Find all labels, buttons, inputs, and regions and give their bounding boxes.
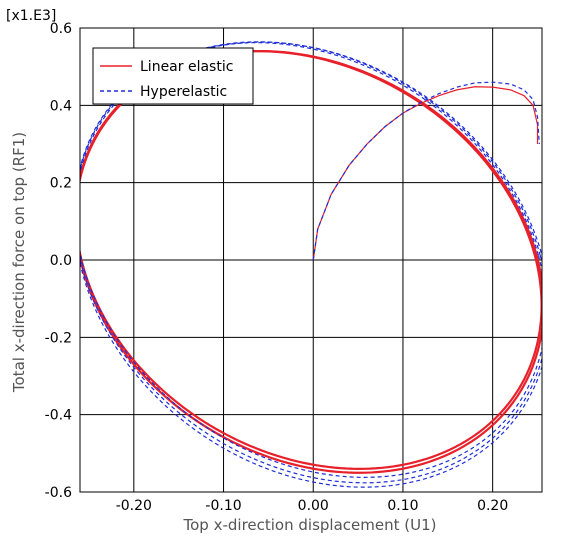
y-tick-label: 0.2 xyxy=(50,176,72,192)
y-tick-label: 0.6 xyxy=(50,21,72,37)
x-tick-label: 0.20 xyxy=(477,498,508,514)
legend-label-hyper: Hyperelastic xyxy=(140,84,227,100)
legend-box xyxy=(92,47,254,105)
y-tick-labels: 0.6 0.4 0.2 0.0 -0.2 -0.4 -0.6 xyxy=(45,21,72,501)
legend: Linear elastic Hyperelastic xyxy=(92,47,254,105)
y-tick-label: -0.4 xyxy=(45,408,72,424)
hysteresis-loop-hyperelastic xyxy=(80,42,542,478)
x-tick-label: -0.10 xyxy=(205,498,241,514)
y-tick-label: -0.2 xyxy=(45,330,72,346)
hysteresis-loop-hyperelastic xyxy=(80,41,542,488)
x-axis-label: Top x-direction displacement (U1) xyxy=(183,516,437,534)
plot-curves xyxy=(80,41,542,488)
x-tick-label: -0.20 xyxy=(116,498,152,514)
x-tick-label: 0.10 xyxy=(387,498,418,514)
y-axis-label: Total x-direction force on top (RF1) xyxy=(10,132,28,393)
legend-label-linear: Linear elastic xyxy=(140,59,233,75)
x-tick-label: 0.00 xyxy=(298,498,329,514)
x-tick-labels: -0.20 -0.10 0.00 0.10 0.20 xyxy=(116,498,509,514)
initial-loading-hyperelastic xyxy=(312,81,540,261)
hysteresis-loop-hyperelastic xyxy=(80,41,542,484)
plot-frame xyxy=(79,27,543,493)
axis-scale-label: [x1.E3] xyxy=(6,8,56,24)
y-tick-label: -0.6 xyxy=(45,485,72,501)
y-tick-label: 0.4 xyxy=(50,98,72,114)
initial-loading-linear-elastic xyxy=(312,86,539,261)
hysteresis-loop-linear-elastic xyxy=(80,49,542,474)
y-tick-label: 0.0 xyxy=(50,253,72,269)
